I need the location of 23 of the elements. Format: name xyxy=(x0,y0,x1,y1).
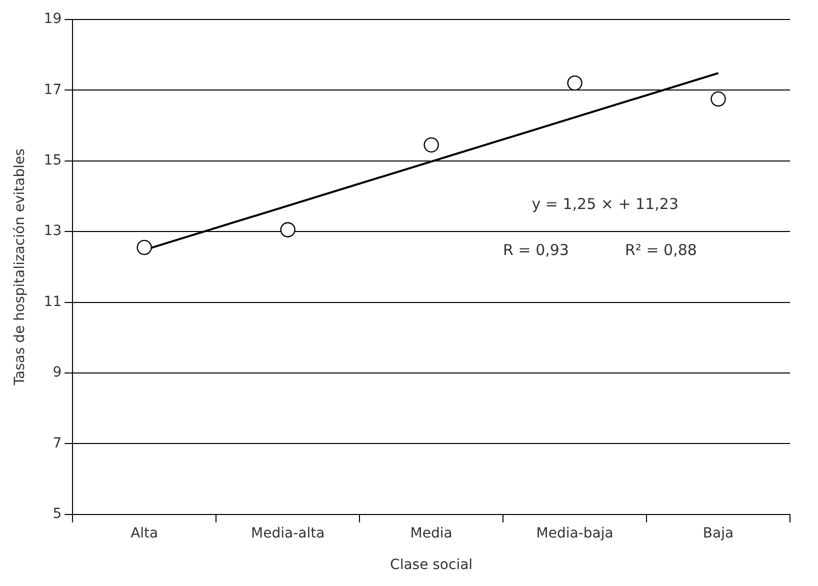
y-tick-label: 17 xyxy=(44,82,62,98)
annotation: R² = 0,88 xyxy=(625,240,697,259)
y-tick-label: 5 xyxy=(52,506,62,522)
x-tick-label: Media-baja xyxy=(536,525,614,542)
point xyxy=(136,240,152,256)
point xyxy=(424,137,439,153)
point xyxy=(567,75,582,91)
y-axis-title: Tasas de hospitalización evitables xyxy=(12,148,28,386)
y-tick-label: 7 xyxy=(52,435,62,452)
y-tick-label: 19 xyxy=(44,11,62,28)
x-tick-label: Alta xyxy=(130,525,158,542)
point xyxy=(710,91,726,107)
y-tick-label: 11 xyxy=(44,294,62,310)
y-tick-label: 15 xyxy=(44,152,62,168)
annotation: R = 0,93 xyxy=(503,240,569,259)
x-tick-label: Media xyxy=(410,525,452,542)
y-tick-label: 9 xyxy=(52,364,62,381)
x-tick-label: Baja xyxy=(702,525,734,542)
x-tick-label: Media-alta xyxy=(251,525,325,542)
annotation: y = 1,25 × + 11,23 xyxy=(532,194,679,213)
point xyxy=(280,222,296,238)
x-axis-title: Clase social xyxy=(390,557,473,574)
y-tick-label: 13 xyxy=(44,223,62,240)
